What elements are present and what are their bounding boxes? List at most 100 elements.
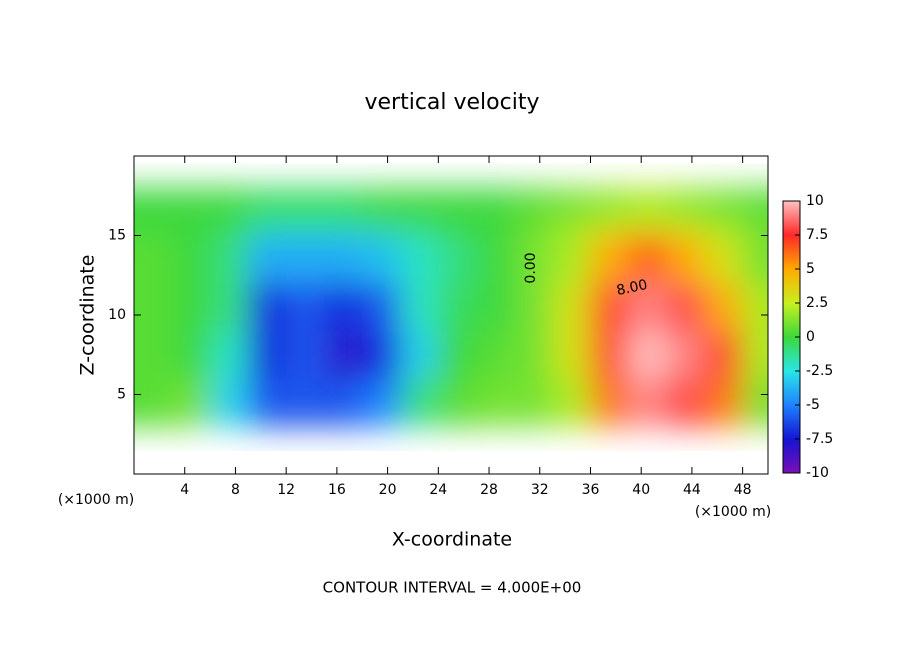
field-cell: [248, 235, 287, 284]
field-cell: [210, 283, 249, 332]
field-cell: [476, 187, 515, 225]
footer: CONTOUR INTERVAL = 4.000E+00: [323, 579, 582, 597]
field-cell: [476, 378, 515, 427]
field-cell: [286, 283, 325, 332]
field-cell: [704, 187, 744, 225]
field-cell: [704, 235, 744, 284]
field-cell: [666, 283, 706, 332]
field: [134, 187, 768, 427]
field-cell: [362, 330, 401, 380]
field-cell: [666, 235, 706, 284]
field-cell: [438, 378, 477, 427]
field-cell: [286, 235, 325, 284]
colorbar-tick-label: 5: [806, 261, 815, 277]
field-cell: [552, 283, 591, 332]
y-tick-label: 5: [117, 387, 126, 403]
field-cell: [628, 330, 668, 380]
field-cell: [742, 283, 768, 332]
field-cell: [210, 235, 249, 284]
field-cell: [476, 235, 515, 284]
field-cell: [172, 235, 211, 284]
field-cell: [324, 378, 363, 427]
x-tick-label: 48: [734, 482, 752, 498]
colorbar-segment: [783, 405, 800, 440]
field-cell: [666, 378, 706, 427]
field-cell: [172, 187, 211, 225]
x-axis-label: X-coordinate: [392, 529, 512, 551]
x-tick-label: 8: [231, 482, 240, 498]
field-cell: [628, 187, 668, 225]
field-cell: [324, 187, 363, 225]
field-cell: [400, 187, 439, 225]
field-cell: [248, 187, 287, 225]
field-cell: [552, 187, 591, 225]
field-cell: [134, 330, 173, 380]
field-cell: [704, 378, 744, 427]
field-cell: [590, 330, 630, 380]
field-cell: [742, 378, 768, 427]
field-cell: [514, 283, 553, 332]
field-cell: [590, 187, 630, 225]
field-cell: [324, 235, 363, 284]
colorbar-tick-label: 0: [806, 329, 815, 345]
colorbar-tick-label: -2.5: [806, 363, 833, 379]
colorbar-segment: [783, 337, 800, 372]
field-cell: [324, 283, 363, 332]
x-tick-label: 32: [531, 482, 549, 498]
field-cell: [172, 283, 211, 332]
y-tick-label: 10: [108, 307, 126, 323]
colorbar-tick-label: 7.5: [806, 227, 828, 243]
x-unit: (×1000 m): [695, 504, 771, 520]
field-cell: [628, 378, 668, 427]
field-cell: [704, 330, 744, 380]
y-axis-label: Z-coordinate: [77, 255, 99, 376]
field-cell: [590, 283, 630, 332]
field-cell: [514, 187, 553, 225]
colorbar-tick-label: 2.5: [806, 295, 828, 311]
field-cell: [666, 330, 706, 380]
field-cell: [210, 330, 249, 380]
x-tick-label: 24: [429, 482, 447, 498]
field-cell: [628, 235, 668, 284]
field-cell: [248, 378, 287, 427]
colorbar-segment: [783, 269, 800, 304]
contour-label: 0.00: [523, 252, 539, 283]
field-cell: [704, 283, 744, 332]
colorbar-segment: [783, 439, 800, 474]
colorbar-segment: [783, 235, 800, 270]
chart-title: vertical velocity: [364, 90, 539, 115]
field-cell: [438, 235, 477, 284]
y-unit: (×1000 m): [58, 492, 134, 508]
field-cell: [438, 283, 477, 332]
field-cell: [552, 330, 591, 380]
field-cell: [400, 235, 439, 284]
field-cell: [248, 283, 287, 332]
field-cell: [172, 378, 211, 427]
field-cell: [286, 330, 325, 380]
field-cell: [248, 330, 287, 380]
field-cell: [210, 187, 249, 225]
field-cell: [742, 235, 768, 284]
field-cell: [324, 330, 363, 380]
x-tick-label: 44: [683, 482, 701, 498]
field-cell: [438, 330, 477, 380]
field-cell: [134, 235, 173, 284]
field-cell: [742, 330, 768, 380]
field-cell: [134, 187, 173, 225]
field-cell: [476, 330, 515, 380]
field-cell: [362, 283, 401, 332]
field-cell: [438, 187, 477, 225]
colorbar-segment: [783, 371, 800, 406]
x-tick-label: 40: [632, 482, 650, 498]
field-cell: [590, 235, 630, 284]
plot-area: [134, 187, 768, 427]
x-tick-label: 36: [582, 482, 600, 498]
colorbar-segment: [783, 201, 800, 236]
field-cell: [590, 378, 630, 427]
colorbar-tick-label: -5: [806, 397, 820, 413]
x-tick-label: 12: [277, 482, 295, 498]
field-cell: [514, 235, 553, 284]
colorbar-tick-label: -7.5: [806, 431, 833, 447]
field-cell: [134, 283, 173, 332]
field-cell: [286, 378, 325, 427]
